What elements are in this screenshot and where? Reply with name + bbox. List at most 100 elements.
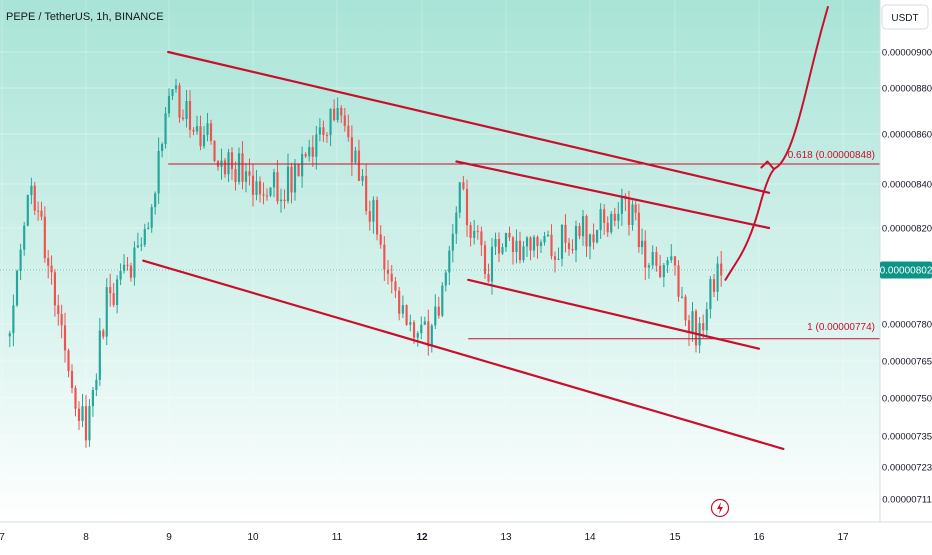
candle-body [347, 125, 350, 138]
candle-body [248, 171, 251, 176]
candle-body [8, 333, 11, 337]
candle-body [109, 287, 112, 294]
candle-body [77, 408, 81, 421]
projection-arrowhead[interactable] [760, 160, 775, 170]
outer-channel-lower[interactable] [142, 259, 785, 451]
time-tick-label: 11 [332, 532, 343, 543]
current-price-label: 0.00000802 [880, 266, 932, 277]
candle-body [102, 330, 105, 337]
time-axis[interactable]: 7 8 9 10 11 12 13 14 15 16 17 [0, 532, 849, 543]
candle-body [423, 321, 426, 325]
time-tick-label: 14 [584, 532, 596, 543]
candle-body [354, 150, 357, 163]
candle-body [532, 237, 536, 251]
candle-body [592, 234, 595, 243]
candle-body [258, 181, 262, 195]
time-tick-label: 13 [500, 532, 512, 543]
candle-body [33, 185, 36, 211]
candle-body [290, 166, 293, 193]
candle-body [234, 169, 237, 182]
candle-body [174, 85, 178, 90]
candle-body [322, 127, 325, 136]
candle-body [490, 246, 494, 282]
candle-body [691, 311, 694, 333]
candle-body [329, 108, 332, 136]
candle-body [434, 306, 437, 326]
candle-body [684, 296, 687, 321]
projection-arrow[interactable] [724, 6, 829, 281]
candle-body [126, 264, 129, 266]
candle-body [677, 265, 680, 297]
candle-body [501, 247, 504, 254]
price-tick-label: 0.00000840 [882, 180, 932, 191]
candle-body [617, 213, 620, 221]
candle-body [315, 134, 318, 157]
candle-body [567, 242, 571, 250]
candle-body [578, 226, 581, 237]
candle-body [379, 234, 382, 245]
candle-body [283, 199, 286, 202]
candle-body [67, 350, 70, 371]
candle-body [112, 293, 115, 305]
candle-body [427, 321, 430, 347]
candle-body [340, 107, 343, 116]
candle-body [487, 274, 490, 282]
candle-body [304, 154, 307, 157]
lightning-bolt-icon[interactable] [710, 498, 730, 518]
trend-lines[interactable] [142, 50, 785, 451]
inner-channel-upper[interactable] [455, 160, 771, 230]
candle-body [91, 390, 95, 407]
candle-body [47, 258, 50, 266]
candle-body [603, 209, 606, 223]
candle-body [122, 264, 126, 271]
currency-button-label: USDT [891, 13, 918, 24]
candle-body [627, 199, 631, 225]
candle-body [441, 285, 444, 316]
inner-channel-lower[interactable] [467, 278, 761, 350]
candle-body [308, 147, 311, 157]
outer-channel-upper[interactable] [167, 50, 771, 194]
candle-body [469, 225, 472, 238]
candle-body [129, 265, 133, 278]
candle-body [209, 123, 213, 141]
time-tick-label: 17 [837, 532, 849, 543]
time-scale-background [0, 522, 932, 550]
candle-body [150, 207, 153, 228]
fib-levels[interactable] [168, 163, 880, 340]
candle-body [444, 272, 447, 286]
candle-body [709, 279, 712, 310]
candle-body [640, 240, 644, 248]
time-tick-label: 12 [416, 532, 428, 543]
candle-body [416, 333, 419, 338]
candle-body [705, 309, 708, 331]
candle-body [571, 249, 574, 251]
price-tick-label: 0.00000880 [882, 84, 932, 95]
candle-body [525, 237, 529, 247]
projection-curve[interactable] [724, 6, 829, 281]
candle-body [451, 233, 454, 251]
candle-body [518, 240, 522, 261]
candle-body [637, 212, 640, 248]
candlestick-series [8, 78, 723, 448]
currency-button[interactable]: USDT [881, 4, 929, 30]
candle-body [213, 140, 216, 161]
candle-body [199, 126, 202, 147]
chart-title: PEPE / TetherUS, 1h, BINANCE [6, 11, 164, 23]
candle-body [98, 330, 101, 380]
time-tick-label: 16 [753, 532, 765, 543]
candle-body [375, 199, 379, 235]
candle-body [265, 195, 269, 197]
candle-body [167, 95, 171, 114]
candle-body [720, 263, 723, 276]
candle-body [497, 239, 501, 254]
candle-body [372, 199, 375, 222]
candle-body [529, 237, 532, 251]
candle-body [333, 108, 336, 121]
price-axis[interactable]: 0.00000900 0.00000880 0.00000860 0.00000840… [882, 48, 932, 506]
candle-body [476, 230, 479, 232]
candle-body [160, 144, 164, 151]
candle-body [53, 272, 57, 306]
candle-body [606, 222, 609, 233]
